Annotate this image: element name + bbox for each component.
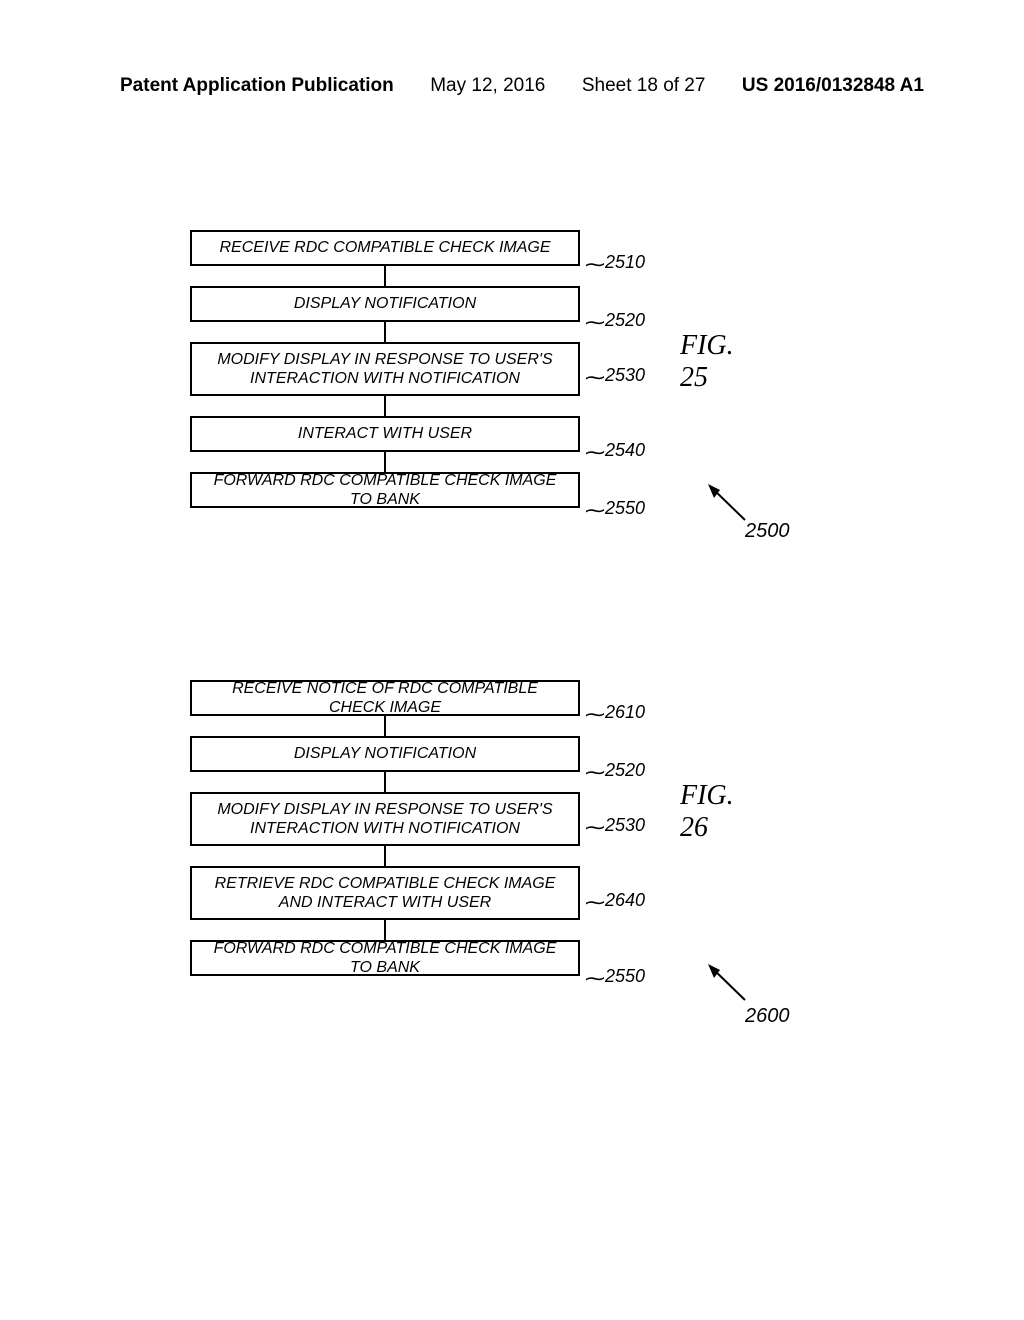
overall-arrow-icon xyxy=(700,960,760,1010)
tilde-icon: ⁓ xyxy=(585,498,605,523)
connector xyxy=(384,846,386,866)
step-ref: 2550 xyxy=(605,966,645,987)
step-box: DISPLAY NOTIFICATION xyxy=(190,736,580,772)
tilde-icon: ⁓ xyxy=(585,760,605,785)
step-text: RETRIEVE RDC COMPATIBLE CHECK IMAGE AND … xyxy=(202,874,568,912)
connector xyxy=(384,452,386,472)
step-text: FORWARD RDC COMPATIBLE CHECK IMAGE TO BA… xyxy=(202,939,568,977)
flowchart-fig26: RECEIVE NOTICE OF RDC COMPATIBLE CHECK I… xyxy=(190,680,580,976)
connector xyxy=(384,716,386,736)
step-ref: 2530 xyxy=(605,365,645,386)
step-ref: 2640 xyxy=(605,890,645,911)
overall-ref: 2500 xyxy=(745,520,790,543)
step-ref: 2550 xyxy=(605,498,645,519)
connector xyxy=(384,322,386,342)
step-text: FORWARD RDC COMPATIBLE CHECK IMAGE TO BA… xyxy=(202,471,568,509)
step-box: MODIFY DISPLAY IN RESPONSE TO USER'S INT… xyxy=(190,342,580,396)
step-text: MODIFY DISPLAY IN RESPONSE TO USER'S INT… xyxy=(202,350,568,388)
header-pat: Patent Application Publication xyxy=(120,75,394,97)
header-pubnum: US 2016/0132848 A1 xyxy=(742,75,924,97)
step-text: RECEIVE RDC COMPATIBLE CHECK IMAGE xyxy=(219,238,550,257)
step-box: RETRIEVE RDC COMPATIBLE CHECK IMAGE AND … xyxy=(190,866,580,920)
tilde-icon: ⁓ xyxy=(585,252,605,277)
step-box: INTERACT WITH USER xyxy=(190,416,580,452)
step-text: DISPLAY NOTIFICATION xyxy=(294,744,476,763)
step-ref: 2510 xyxy=(605,252,645,273)
step-box: DISPLAY NOTIFICATION xyxy=(190,286,580,322)
page-header: Patent Application Publication May 12, 2… xyxy=(0,75,1024,97)
tilde-icon: ⁓ xyxy=(585,702,605,727)
flowchart-fig25: RECEIVE RDC COMPATIBLE CHECK IMAGE ⁓ 251… xyxy=(190,230,580,508)
connector xyxy=(384,772,386,792)
step-ref: 2520 xyxy=(605,310,645,331)
figure-label: FIG. 25 xyxy=(680,330,734,394)
tilde-icon: ⁓ xyxy=(585,966,605,991)
header-sheet: Sheet 18 of 27 xyxy=(582,75,706,97)
step-ref: 2520 xyxy=(605,760,645,781)
overall-ref: 2600 xyxy=(745,1005,790,1028)
tilde-icon: ⁓ xyxy=(585,365,605,390)
step-ref: 2540 xyxy=(605,440,645,461)
step-ref: 2530 xyxy=(605,815,645,836)
step-text: DISPLAY NOTIFICATION xyxy=(294,294,476,313)
step-box: MODIFY DISPLAY IN RESPONSE TO USER'S INT… xyxy=(190,792,580,846)
tilde-icon: ⁓ xyxy=(585,890,605,915)
step-ref: 2610 xyxy=(605,702,645,723)
tilde-icon: ⁓ xyxy=(585,440,605,465)
connector xyxy=(384,920,386,940)
step-box: FORWARD RDC COMPATIBLE CHECK IMAGE TO BA… xyxy=(190,940,580,976)
step-text: INTERACT WITH USER xyxy=(298,424,472,443)
tilde-icon: ⁓ xyxy=(585,815,605,840)
connector xyxy=(384,396,386,416)
step-box: FORWARD RDC COMPATIBLE CHECK IMAGE TO BA… xyxy=(190,472,580,508)
header-date: May 12, 2016 xyxy=(430,75,545,97)
connector xyxy=(384,266,386,286)
step-text: RECEIVE NOTICE OF RDC COMPATIBLE CHECK I… xyxy=(202,679,568,717)
step-box: RECEIVE RDC COMPATIBLE CHECK IMAGE xyxy=(190,230,580,266)
step-box: RECEIVE NOTICE OF RDC COMPATIBLE CHECK I… xyxy=(190,680,580,716)
tilde-icon: ⁓ xyxy=(585,310,605,335)
step-text: MODIFY DISPLAY IN RESPONSE TO USER'S INT… xyxy=(202,800,568,838)
figure-label: FIG. 26 xyxy=(680,780,734,844)
